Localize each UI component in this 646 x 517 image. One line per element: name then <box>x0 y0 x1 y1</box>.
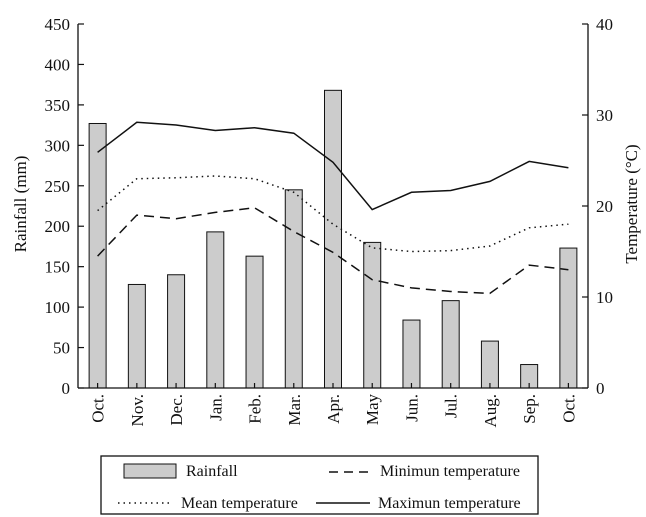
left-tick-label: 150 <box>45 258 71 277</box>
temperature-lines <box>97 121 569 295</box>
min-temp-line <box>97 207 569 295</box>
chart-legend: Rainfall Minimun temperature Mean temper… <box>100 455 539 515</box>
rainfall-bar <box>206 231 225 389</box>
right-tick-label: 30 <box>596 106 613 125</box>
right-tick-label: 10 <box>596 288 613 307</box>
rainfall-bar <box>480 340 499 389</box>
x-tick-label: Feb. <box>246 394 265 424</box>
x-tick-label: Dec. <box>167 394 186 426</box>
left-tick-label: 0 <box>62 379 71 398</box>
x-axis-ticks: Oct. Nov. Dec. Jan. Feb. Mar. Apr. May Jun. Jul. A… <box>89 383 578 428</box>
left-axis-title: Rainfall (mm) <box>11 156 30 253</box>
x-tick-label: Jun. <box>403 394 422 422</box>
legend-label-min-temp: Minimun temperature <box>380 463 520 480</box>
right-axis-ticks: 0 10 20 30 40 <box>582 15 613 398</box>
x-tick-label: May <box>363 394 382 426</box>
right-tick-label: 40 <box>596 15 613 34</box>
x-tick-label: Apr. <box>324 394 343 424</box>
x-tick-label: Mar. <box>285 394 304 426</box>
rainfall-bar <box>363 241 382 389</box>
left-tick-label: 450 <box>45 15 71 34</box>
left-tick-label: 300 <box>45 136 71 155</box>
rainfall-bars <box>88 89 578 389</box>
x-tick-label: Aug. <box>481 394 500 428</box>
left-tick-label: 100 <box>45 298 71 317</box>
rainfall-bar <box>167 274 186 389</box>
rainfall-bar <box>324 89 342 389</box>
legend-label-max-temp: Maximun temperature <box>378 495 521 512</box>
legend-label-mean-temp: Mean temperature <box>181 495 298 512</box>
left-tick-label: 50 <box>53 339 70 358</box>
rainfall-bar <box>402 319 421 389</box>
left-tick-label: 200 <box>45 217 71 236</box>
right-axis-title: Temperature (°C) <box>622 144 641 263</box>
rainfall-bar <box>127 283 146 389</box>
right-tick-label: 20 <box>596 197 613 216</box>
rainfall-bar <box>441 300 460 389</box>
legend-label-rainfall: Rainfall <box>186 463 238 480</box>
rainfall-bar <box>245 255 264 389</box>
mean-temp-line <box>97 175 569 253</box>
x-tick-label: Nov. <box>128 394 147 426</box>
x-tick-label: Sep. <box>520 394 539 424</box>
left-tick-label: 400 <box>45 55 71 74</box>
x-tick-label: Oct. <box>89 394 108 423</box>
legend-swatch-rainfall <box>123 463 177 479</box>
left-tick-label: 250 <box>45 177 71 196</box>
x-tick-label: Oct. <box>559 394 578 423</box>
left-tick-label: 350 <box>45 96 71 115</box>
x-tick-label: Jan. <box>206 394 225 421</box>
rainfall-bar <box>284 189 303 389</box>
x-tick-label: Jul. <box>442 394 461 418</box>
right-tick-label: 0 <box>596 379 605 398</box>
left-axis-ticks: 0 50 100 150 200 250 300 350 400 450 <box>45 15 84 398</box>
max-temp-line <box>97 121 569 211</box>
